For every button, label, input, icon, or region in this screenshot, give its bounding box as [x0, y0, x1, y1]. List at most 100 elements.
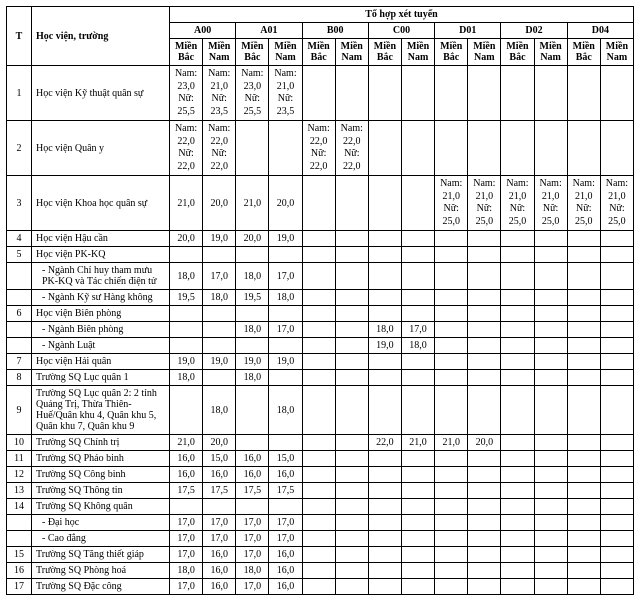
cell-value: 20,0 [236, 231, 269, 247]
cell-value [501, 121, 534, 176]
cell-value [269, 121, 302, 176]
row-index: 9 [7, 386, 32, 435]
cell-value [236, 386, 269, 435]
cell-value: Nam:22,0Nữ:22,0 [170, 121, 203, 176]
cell-value [501, 547, 534, 563]
cell-value: 18,0 [170, 370, 203, 386]
cell-value [435, 231, 468, 247]
cell-value [335, 338, 368, 354]
school-name: Trường SQ Phòng hoá [32, 563, 170, 579]
cell-value [236, 306, 269, 322]
cell-value [468, 66, 501, 121]
cell-value [501, 451, 534, 467]
school-name: - Đại học [32, 515, 170, 531]
cell-value: 17,0 [170, 579, 203, 595]
row-index: 13 [7, 483, 32, 499]
header-region-north: Miền Bắc [368, 39, 401, 66]
cell-value [600, 354, 633, 370]
row-index: 16 [7, 563, 32, 579]
cell-value [435, 338, 468, 354]
header-group: D02 [501, 23, 567, 39]
cell-value: 21,0 [236, 176, 269, 231]
cell-value [435, 483, 468, 499]
row-index: 12 [7, 467, 32, 483]
cell-value: 20,0 [269, 176, 302, 231]
cell-value [567, 338, 600, 354]
cell-value [534, 435, 567, 451]
cell-value [534, 263, 567, 290]
cell-value [534, 563, 567, 579]
header-group-top: Tổ hợp xét tuyển [170, 7, 634, 23]
cell-value [600, 306, 633, 322]
cell-value [600, 263, 633, 290]
cell-value [534, 483, 567, 499]
cell-value [302, 338, 335, 354]
cell-value [302, 247, 335, 263]
cell-value [170, 306, 203, 322]
cell-value [534, 306, 567, 322]
cell-value [368, 499, 401, 515]
cell-value [335, 354, 368, 370]
cell-value: 17,0 [203, 263, 236, 290]
cell-value [401, 563, 434, 579]
cell-value: 20,0 [203, 435, 236, 451]
cell-value [501, 579, 534, 595]
cell-value: 16,0 [170, 467, 203, 483]
cell-value: 19,5 [170, 290, 203, 306]
cell-value: 18,0 [236, 563, 269, 579]
cell-value [534, 354, 567, 370]
cell-value: 17,5 [236, 483, 269, 499]
cell-value [501, 322, 534, 338]
cell-value [501, 338, 534, 354]
cell-value [335, 176, 368, 231]
cell-value [368, 483, 401, 499]
cell-value [302, 499, 335, 515]
cell-value: 17,0 [236, 579, 269, 595]
cell-value [368, 547, 401, 563]
header-group: C00 [368, 23, 434, 39]
cell-value [401, 176, 434, 231]
cell-value [302, 515, 335, 531]
cell-value [435, 547, 468, 563]
cell-value [468, 563, 501, 579]
cell-value [236, 121, 269, 176]
cell-value [600, 531, 633, 547]
cell-value [534, 451, 567, 467]
row-index: 17 [7, 579, 32, 595]
cell-value [435, 515, 468, 531]
cell-value: 17,0 [269, 322, 302, 338]
row-index: 1 [7, 66, 32, 121]
cell-value [335, 66, 368, 121]
header-group: A00 [170, 23, 236, 39]
cell-value: Nam:21,0Nữ:23,5 [203, 66, 236, 121]
cell-value: 17,5 [203, 483, 236, 499]
cell-value [501, 263, 534, 290]
cell-value: 17,0 [203, 531, 236, 547]
cell-value [170, 247, 203, 263]
cell-value [368, 386, 401, 435]
cell-value [368, 467, 401, 483]
cell-value [468, 451, 501, 467]
cell-value [203, 306, 236, 322]
cell-value [501, 435, 534, 451]
cell-value [567, 354, 600, 370]
row-index: 3 [7, 176, 32, 231]
cell-value [567, 435, 600, 451]
cell-value [534, 231, 567, 247]
cell-value [236, 338, 269, 354]
cell-value: 17,0 [203, 515, 236, 531]
cell-value: 16,0 [203, 579, 236, 595]
cell-value [302, 231, 335, 247]
cell-value [534, 547, 567, 563]
cell-value [335, 547, 368, 563]
cell-value [236, 499, 269, 515]
header-region-north: Miền Bắc [567, 39, 600, 66]
cell-value [302, 547, 335, 563]
cell-value: 21,0 [435, 435, 468, 451]
row-index: 14 [7, 499, 32, 515]
cell-value [435, 451, 468, 467]
row-index: 11 [7, 451, 32, 467]
row-index: 6 [7, 306, 32, 322]
cell-value: 16,0 [236, 467, 269, 483]
school-name: - Ngành Kỹ sư Hàng không [32, 290, 170, 306]
